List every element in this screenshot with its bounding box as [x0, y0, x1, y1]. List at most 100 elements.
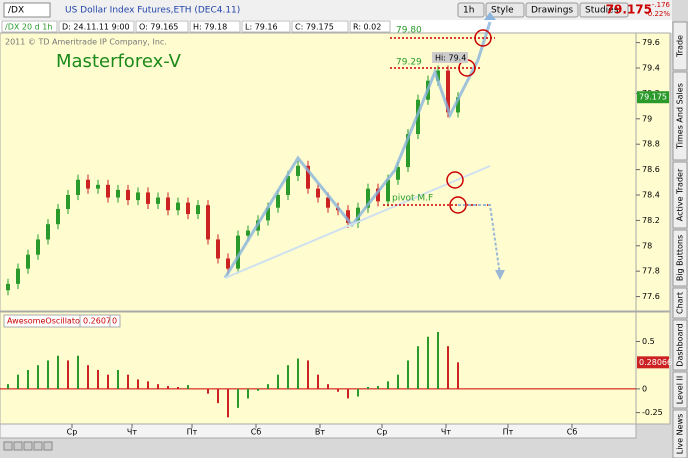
toolbar-button[interactable]	[579, 2, 629, 18]
osc-bar	[67, 360, 69, 389]
side-tab-label[interactable]: Dashboard	[676, 323, 685, 366]
bottom-icon[interactable]	[43, 441, 53, 451]
osc-extra: 0	[112, 317, 117, 326]
osc-bar	[37, 365, 39, 389]
candle-body	[116, 189, 120, 198]
candle-body	[326, 197, 330, 208]
toolbar-button-label[interactable]: 1h	[463, 6, 474, 16]
osc-bar	[167, 386, 169, 389]
bottom-icon[interactable]	[23, 441, 33, 451]
osc-bar	[157, 384, 159, 389]
toolbar-button-label[interactable]: Drawings	[531, 6, 573, 16]
osc-bar	[177, 387, 179, 389]
osc-panel	[0, 311, 637, 425]
osc-bar	[367, 387, 369, 389]
candle-body	[396, 167, 400, 180]
side-tab-label[interactable]: Big Buttons	[676, 235, 685, 281]
candle-body	[126, 189, 130, 201]
watermark: Masterforex-V	[56, 51, 182, 72]
osc-bar	[377, 386, 379, 389]
circle-mark	[474, 29, 492, 47]
candle-body	[106, 184, 110, 198]
side-tab-label[interactable]: Live News	[676, 414, 685, 455]
trend-line	[224, 165, 491, 279]
bottom-icon[interactable]	[13, 441, 23, 451]
candle-body	[216, 239, 220, 259]
info-text: L: 79.16	[245, 23, 278, 32]
toolbar-button[interactable]	[525, 2, 579, 18]
toolbar-button[interactable]	[485, 2, 525, 18]
y-tick-label: 79.6	[642, 38, 660, 47]
osc-bar	[307, 360, 309, 389]
side-tab[interactable]	[672, 229, 688, 287]
candle-body	[446, 70, 450, 113]
side-tab-label[interactable]: Trade	[676, 35, 685, 58]
side-tab[interactable]	[672, 287, 688, 319]
y-tick-label: 77.8	[642, 267, 660, 276]
candle-body	[156, 197, 160, 204]
y-tick-label: 78.4	[642, 190, 660, 199]
side-tab-label[interactable]: Times And Sales	[676, 83, 685, 150]
osc-bar	[27, 369, 29, 389]
osc-bar	[347, 388, 349, 399]
toolbar-button-label[interactable]: Style	[491, 6, 514, 16]
osc-bar	[437, 331, 439, 389]
candle-body	[16, 268, 20, 284]
osc-bar	[127, 374, 129, 389]
x-tick-label: Вт	[315, 428, 325, 437]
side-tab[interactable]	[672, 319, 688, 371]
osc-box	[637, 356, 669, 369]
candle-body	[26, 254, 30, 269]
side-tab-label[interactable]: Chart	[676, 292, 685, 314]
candle-body	[316, 188, 320, 198]
side-tab[interactable]	[672, 371, 688, 409]
side-tab[interactable]	[672, 21, 688, 71]
candle-body	[196, 205, 200, 215]
info-text: /DX 20 d 1h	[5, 23, 52, 32]
osc-bar	[247, 388, 249, 399]
side-tab-label[interactable]: Level II	[676, 376, 685, 404]
toolbar-button[interactable]	[457, 2, 485, 18]
candle-body	[6, 283, 10, 291]
info-text: H: 79.18	[193, 23, 227, 32]
info-box	[58, 20, 135, 33]
info-box	[1, 20, 58, 33]
copyright: 2011 © TD Ameritrade IP Company, Inc.	[5, 38, 167, 47]
bottom-icon[interactable]	[3, 441, 13, 451]
x-tick-label: Сб	[251, 428, 262, 437]
side-tab[interactable]	[672, 71, 688, 161]
toolbar-button-label[interactable]: Studies	[585, 6, 619, 16]
candle-body	[76, 179, 80, 195]
candle-body	[376, 188, 380, 202]
side-tab-label[interactable]: Active Trader	[676, 168, 685, 221]
annotation: 79.80	[396, 26, 422, 36]
osc-bar	[87, 365, 89, 389]
osc-bar	[57, 355, 59, 389]
osc-bar	[397, 374, 399, 389]
osc-bar	[287, 365, 289, 389]
osc-bar	[257, 388, 259, 391]
osc-bar	[47, 360, 49, 389]
change-pct: -0.22%	[645, 10, 670, 18]
info-text: O: 79.165	[139, 23, 178, 32]
osc-bar	[147, 381, 149, 389]
osc-bar	[387, 381, 389, 389]
symbol-box[interactable]	[3, 2, 51, 18]
osc-value: 0.2607	[83, 317, 111, 326]
candle-body	[86, 179, 90, 189]
osc-bar	[137, 379, 139, 389]
info-text: C: 79.175	[295, 23, 334, 32]
candle-body	[276, 194, 280, 208]
annotation: Hi: 79.4	[435, 54, 466, 63]
osc-name: AwesomeOscillator	[7, 317, 84, 326]
symbol[interactable]: /DX	[8, 6, 24, 16]
arrow-head	[484, 12, 496, 20]
bottom-icon[interactable]	[33, 441, 43, 451]
osc-bar	[327, 384, 329, 389]
osc-bar	[107, 374, 109, 389]
x-tick-label: Ср	[67, 428, 78, 437]
side-tab[interactable]	[672, 161, 688, 229]
osc-bar	[337, 388, 339, 392]
x-tick-label: Пт	[187, 428, 198, 437]
info-box	[241, 20, 291, 33]
